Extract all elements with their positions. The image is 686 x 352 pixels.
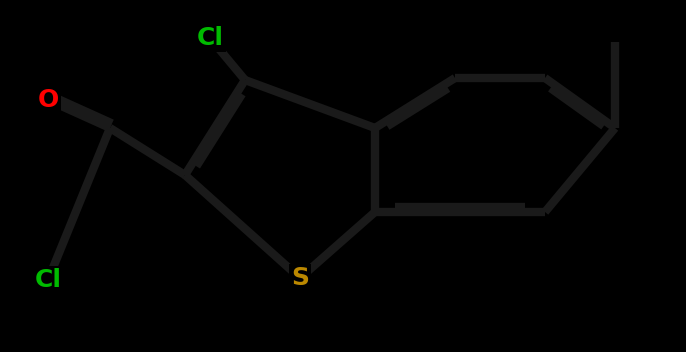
Text: S: S xyxy=(291,266,309,290)
Text: Cl: Cl xyxy=(34,268,62,292)
Text: Cl: Cl xyxy=(196,26,224,50)
Text: O: O xyxy=(37,88,58,112)
